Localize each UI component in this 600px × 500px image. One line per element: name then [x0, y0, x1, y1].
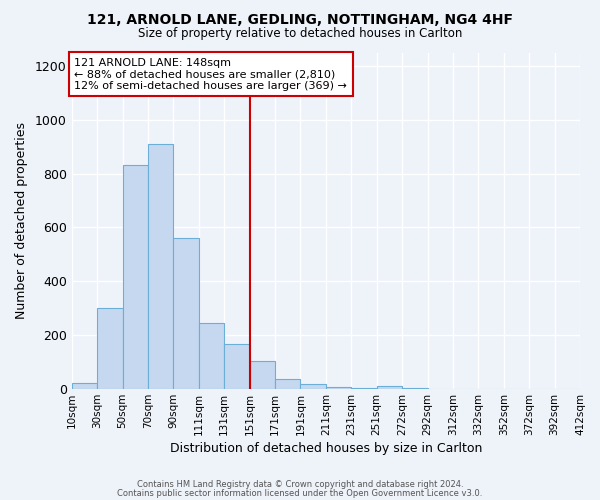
Text: Size of property relative to detached houses in Carlton: Size of property relative to detached ho…: [138, 28, 462, 40]
Bar: [71, 384, 97, 389]
Y-axis label: Number of detached properties: Number of detached properties: [15, 122, 28, 319]
Bar: [97, 308, 122, 389]
Bar: [148, 144, 173, 389]
Bar: [351, 388, 377, 389]
Bar: [402, 388, 428, 389]
Bar: [224, 344, 250, 389]
Bar: [377, 386, 402, 389]
Bar: [250, 360, 275, 389]
Bar: [173, 238, 199, 389]
Bar: [199, 323, 224, 389]
Bar: [122, 166, 148, 389]
Text: 121, ARNOLD LANE, GEDLING, NOTTINGHAM, NG4 4HF: 121, ARNOLD LANE, GEDLING, NOTTINGHAM, N…: [87, 12, 513, 26]
Text: Contains public sector information licensed under the Open Government Licence v3: Contains public sector information licen…: [118, 489, 482, 498]
Text: Contains HM Land Registry data © Crown copyright and database right 2024.: Contains HM Land Registry data © Crown c…: [137, 480, 463, 489]
Bar: [326, 386, 351, 389]
X-axis label: Distribution of detached houses by size in Carlton: Distribution of detached houses by size …: [170, 442, 482, 455]
Bar: [275, 378, 301, 389]
Bar: [301, 384, 326, 389]
Text: 121 ARNOLD LANE: 148sqm
← 88% of detached houses are smaller (2,810)
12% of semi: 121 ARNOLD LANE: 148sqm ← 88% of detache…: [74, 58, 347, 90]
